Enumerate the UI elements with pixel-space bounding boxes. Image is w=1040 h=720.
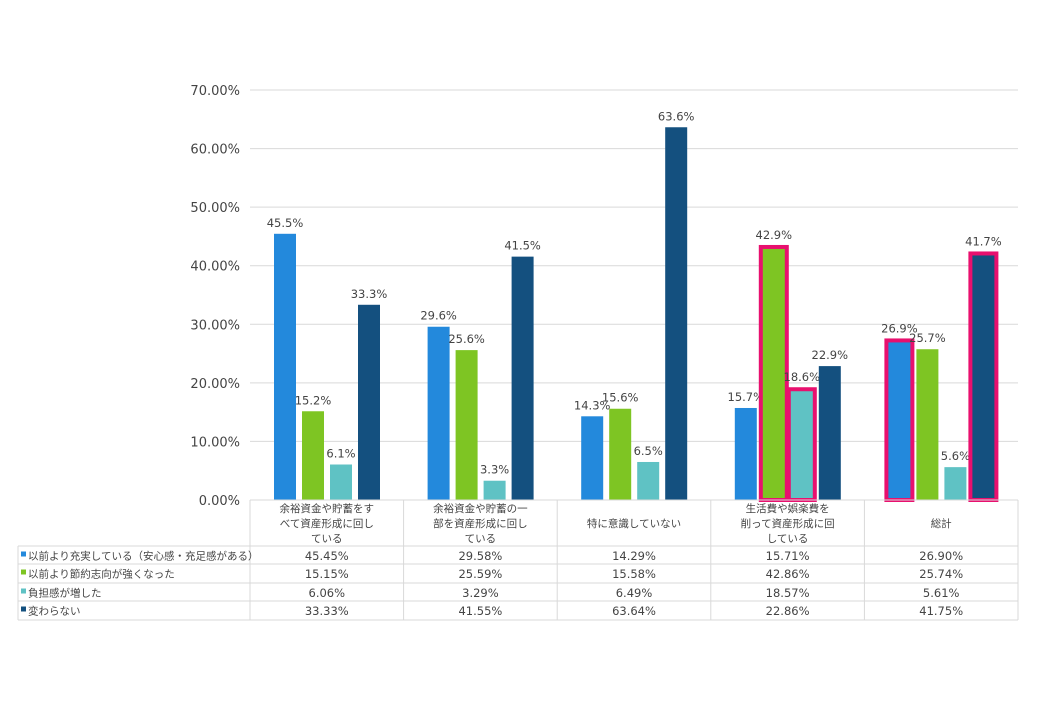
data-label: 29.6% [420,309,457,323]
table-cell: 18.57% [766,586,810,600]
data-label: 42.9% [756,228,793,242]
table-cell: 33.33% [305,604,349,618]
table-cell: 63.64% [612,604,656,618]
y-tick-label: 0.00% [199,494,240,509]
bar [818,366,841,500]
bar [455,350,478,500]
category-label: ている [465,533,497,545]
data-label: 14.3% [574,398,611,412]
bar [358,304,380,500]
data-label: 33.3% [351,287,388,301]
y-tick-label: 10.00% [190,435,240,450]
bar [637,461,660,500]
table-cell: 6.49% [616,586,653,600]
data-label: 15.7% [728,390,765,404]
data-label: 45.5% [267,216,304,230]
category-label: している [767,533,809,545]
data-label: 6.1% [326,447,355,461]
data-label: 63.6% [658,109,695,123]
legend-key [21,551,26,557]
category-label: 総計 [931,517,952,530]
table-cell: 26.90% [919,549,963,563]
data-label: 15.6% [602,391,639,405]
table-cell: 5.61% [923,586,960,600]
legend-label: 以前より充実している（安心感・充足感がある） [28,550,258,563]
table-cell: 41.55% [458,604,502,618]
bar-highlighted [786,387,817,502]
y-tick-label: 20.00% [190,377,240,392]
data-label: 22.9% [812,348,849,362]
category-label: 削って資産形成に回 [741,517,835,530]
table-cell: 29.58% [458,549,502,563]
legend-label: 以前より節約志向が強くなった [28,568,175,581]
data-label: 41.7% [965,234,1002,248]
bar [665,127,688,500]
bar [302,411,324,500]
data-label: 3.3% [480,463,509,477]
data-label: 18.6% [784,370,821,384]
legend-key [21,569,26,575]
table-cell: 6.06% [309,586,346,600]
category-label: 余裕資金や貯蓄の一 [433,502,528,515]
bar [274,233,296,501]
legend-key [21,588,26,594]
category-label: 特に意識していない [587,517,681,530]
bar [609,408,632,500]
y-tick-label: 70.00% [190,84,240,99]
data-label: 41.5% [504,239,541,253]
table-cell: 3.29% [462,586,499,600]
table-cell: 25.74% [919,567,963,581]
table-cell: 14.29% [612,549,656,563]
bar [944,467,967,500]
data-label: 15.2% [295,393,332,407]
category-label: 余裕資金や貯蓄をす [280,502,375,515]
bar [916,349,939,500]
category-label: べて資産形成に回し [280,517,374,530]
y-tick-label: 40.00% [190,260,240,275]
category-label: 部を資産形成に回し [433,517,528,530]
y-tick-label: 50.00% [190,201,240,216]
table-cell: 15.15% [305,567,349,581]
bar [511,256,534,500]
category-label: 生活費や娯楽費を [746,502,830,515]
table-cell: 41.75% [919,604,963,618]
category-label: ている [311,533,343,545]
table-cell: 15.58% [612,567,656,581]
table-cell: 15.71% [766,549,810,563]
table-cell: 25.59% [458,567,502,581]
data-label: 25.6% [448,332,485,346]
table-cell: 42.86% [766,567,810,581]
bar-highlighted [968,251,999,502]
bar [734,407,757,500]
y-tick-label: 30.00% [190,318,240,333]
data-label: 5.6% [941,449,970,463]
bar [483,480,506,500]
table-cell: 45.45% [305,549,349,563]
legend-label: 変わらない [28,605,81,618]
bar [330,464,352,500]
bar-highlighted [884,338,915,503]
y-tick-label: 60.00% [190,143,240,158]
bar [581,416,604,500]
bar [427,326,450,500]
data-label: 26.9% [881,321,918,335]
legend-key [21,606,26,612]
legend-label: 負担感が増した [28,587,102,600]
data-label: 6.5% [634,444,663,458]
data-label: 25.7% [909,331,946,345]
table-cell: 22.86% [766,604,810,618]
